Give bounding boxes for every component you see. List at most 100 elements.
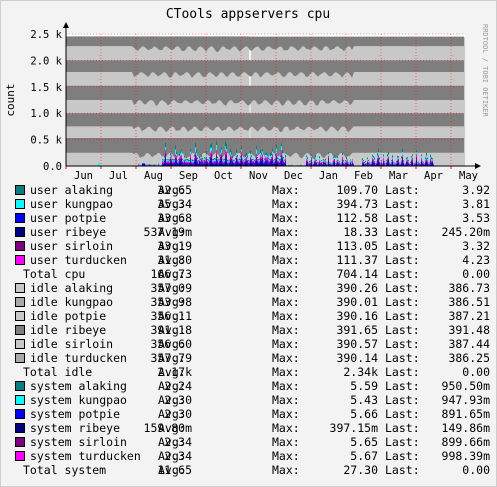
- cpu-spike: [219, 160, 220, 162]
- legend-series-name: idle alaking: [30, 281, 114, 295]
- cpu-spike: [336, 162, 337, 164]
- cpu-spike: [413, 164, 414, 166]
- cpu-spike: [362, 163, 363, 165]
- cpu-spike: [348, 162, 349, 164]
- cpu-spike: [329, 164, 330, 166]
- cpu-spike: [408, 163, 409, 164]
- cpu-spike: [277, 159, 278, 161]
- cpu-spike: [352, 159, 353, 161]
- cpu-spike: [417, 161, 418, 163]
- cpu-spike: [375, 164, 376, 166]
- max-label: Max:: [272, 225, 300, 239]
- cpu-spike: [318, 164, 319, 166]
- cpu-spike: [423, 161, 424, 163]
- cpu-spike: [310, 161, 311, 163]
- cpu-spike: [384, 161, 385, 163]
- cpu-spike: [339, 161, 340, 162]
- y-tick-label: 2.0 k: [30, 55, 62, 67]
- cpu-spike: [183, 164, 184, 165]
- cpu-spike: [283, 161, 284, 164]
- cpu-spike: [208, 164, 209, 166]
- cpu-spike: [272, 157, 273, 161]
- cpu-spike: [184, 155, 185, 158]
- cpu-spike: [278, 161, 279, 163]
- cpu-spike: [324, 162, 325, 163]
- cpu-spike: [400, 163, 401, 165]
- cpu-spike: [199, 156, 200, 159]
- cpu-spike: [349, 164, 350, 166]
- legend-swatch: [15, 297, 25, 307]
- cpu-spike: [193, 163, 194, 165]
- cpu-spike: [414, 162, 415, 164]
- cpu-spike: [401, 163, 402, 165]
- cpu-spike: [393, 162, 394, 164]
- cpu-spike: [266, 154, 267, 158]
- cpu-spike: [347, 161, 348, 163]
- avg-value: 33.68: [157, 211, 192, 225]
- cpu-spike: [278, 162, 279, 164]
- cpu-spike: [276, 158, 277, 162]
- cpu-spike: [322, 164, 323, 166]
- cpu-spike: [364, 162, 365, 163]
- last-label: Last:: [385, 351, 420, 365]
- cpu-spike: [254, 164, 255, 166]
- cpu-spike: [171, 164, 172, 166]
- cpu-spike: [334, 161, 335, 164]
- cpu-spike: [431, 162, 432, 164]
- avg-label: Avg:: [158, 435, 186, 449]
- cpu-spike: [417, 164, 418, 165]
- cpu-spike: [406, 162, 407, 164]
- cpu-spike: [253, 161, 254, 164]
- avg-label: Avg:: [158, 183, 186, 197]
- cpu-spike: [323, 161, 324, 162]
- cpu-spike: [203, 163, 204, 166]
- cpu-spike: [266, 162, 267, 164]
- cpu-spike: [220, 160, 221, 164]
- cpu-spike: [264, 162, 265, 164]
- cpu-spike: [208, 163, 209, 165]
- last-value: 891.65m: [441, 407, 490, 421]
- cpu-spike: [179, 163, 180, 166]
- cpu-spike: [419, 163, 420, 164]
- cpu-spike: [396, 162, 397, 164]
- cpu-spike: [263, 162, 264, 164]
- cpu-spike: [227, 163, 228, 164]
- cpu-spike: [206, 161, 207, 164]
- cpu-spike: [270, 160, 271, 162]
- cpu-spike: [410, 163, 411, 164]
- max-label: Max:: [272, 463, 300, 477]
- cpu-spike: [333, 161, 334, 163]
- cpu-spike: [191, 161, 192, 163]
- cpu-spike: [172, 160, 173, 162]
- cpu-spike: [245, 154, 246, 157]
- last-label: Last:: [385, 337, 420, 351]
- cpu-spike: [314, 157, 315, 160]
- cpu-spike: [211, 143, 212, 148]
- cpu-spike: [345, 162, 346, 164]
- cpu-spike: [211, 157, 212, 162]
- cpu-spike: [328, 163, 329, 166]
- cpu-spike: [176, 160, 177, 165]
- cpu-spike: [319, 164, 320, 166]
- cpu-spike: [392, 157, 393, 159]
- cpu-spike: [402, 151, 403, 156]
- cpu-spike: [263, 159, 264, 161]
- cpu-spike: [373, 161, 374, 163]
- cpu-spike: [210, 152, 211, 157]
- cpu-spike: [265, 153, 266, 155]
- cpu-spike: [197, 162, 198, 164]
- cpu-spike: [236, 153, 237, 156]
- cpu-spike: [284, 162, 285, 164]
- cpu-spike: [342, 156, 343, 160]
- cpu-spike: [258, 164, 259, 166]
- last-value: 3.32: [462, 239, 490, 253]
- cpu-spike: [344, 163, 345, 164]
- x-tick-label: Apr: [424, 170, 443, 182]
- cpu-spike: [428, 163, 429, 164]
- cpu-spike: [225, 146, 226, 150]
- cpu-spike: [351, 163, 352, 164]
- max-label: Max:: [272, 337, 300, 351]
- cpu-spike: [379, 159, 380, 162]
- cpu-spike: [370, 164, 371, 165]
- cpu-spike: [195, 162, 196, 166]
